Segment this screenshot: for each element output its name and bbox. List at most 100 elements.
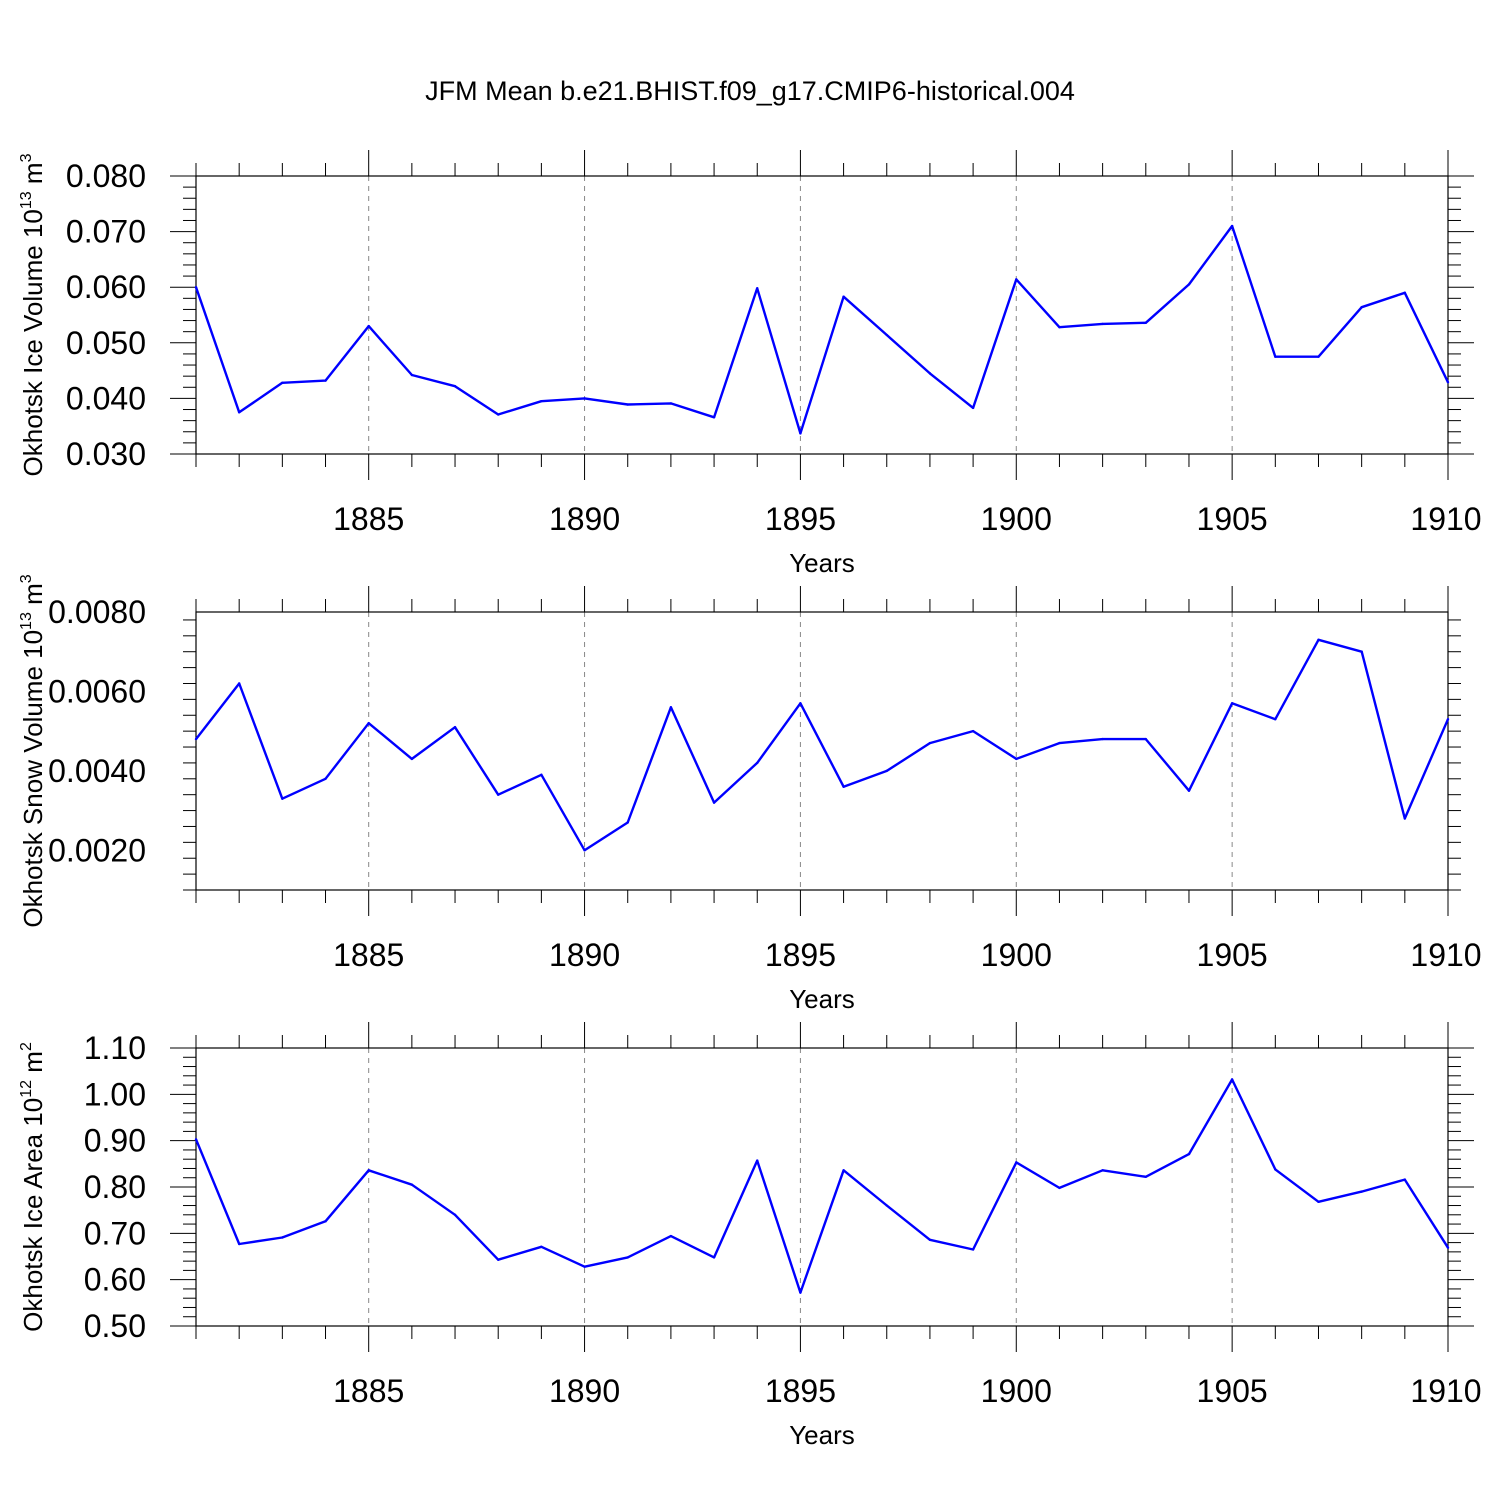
data-point [885, 333, 888, 337]
data-point [324, 1220, 327, 1223]
data-point [669, 1234, 673, 1238]
x-tick-label: 1885 [333, 501, 404, 537]
x-axis-label: Years [789, 1420, 855, 1450]
x-tick-label: 1895 [765, 937, 836, 973]
data-point [1187, 1152, 1191, 1156]
data-point [237, 411, 241, 414]
data-point [799, 1291, 802, 1294]
data-point [971, 406, 975, 410]
data-point [1187, 283, 1191, 286]
data-point [1144, 1175, 1147, 1179]
data-point [497, 413, 500, 416]
data-point [885, 1204, 888, 1207]
data-point [1274, 718, 1277, 721]
y-tick-label: 0.060 [66, 269, 146, 305]
x-tick-label: 1905 [1197, 937, 1268, 973]
data-point [1403, 1178, 1407, 1181]
x-tick-label: 1885 [333, 1373, 404, 1409]
x-tick-label: 1890 [549, 937, 620, 973]
y-axis-label: Okhotsk Snow Volume 1013 m3 [18, 574, 48, 927]
y-tick-label: 0.040 [66, 380, 146, 416]
x-tick-label: 1910 [1410, 501, 1481, 537]
y-tick-label: 0.80 [84, 1169, 146, 1205]
data-point [367, 324, 370, 328]
x-tick-label: 1890 [549, 1373, 620, 1409]
data-point [669, 402, 673, 405]
y-tick-label: 0.0060 [48, 673, 146, 709]
data-point [799, 432, 802, 435]
data-point [497, 793, 500, 796]
x-axis-label: Years [789, 548, 855, 578]
y-axis-label: Okhotsk Ice Volume 1013 m3 [18, 153, 48, 476]
data-point [928, 741, 932, 745]
data-point [1015, 278, 1018, 281]
data-point [626, 1256, 629, 1259]
data-point [194, 737, 198, 741]
data-point [583, 397, 586, 400]
data-point [453, 725, 457, 729]
data-point [1015, 1161, 1018, 1164]
data-point [799, 702, 802, 705]
data-point [410, 757, 414, 761]
y-axis-label: Okhotsk Ice Area 1012 m2 [18, 1042, 48, 1332]
data-point [410, 373, 414, 377]
x-tick-label: 1910 [1410, 1373, 1481, 1409]
plot-frame [195, 175, 1449, 455]
plot-frame [195, 1047, 1449, 1327]
data-point [1058, 1186, 1061, 1190]
data-point [1101, 322, 1104, 326]
data-point [1403, 291, 1407, 294]
x-tick-label: 1905 [1197, 501, 1268, 537]
data-point [324, 777, 327, 780]
data-point [540, 399, 543, 403]
x-tick-label: 1910 [1410, 937, 1481, 973]
x-axis-label: Years [789, 984, 855, 1014]
chart-panel-1: 0.030 0.040 0.050 0.060 0.070 0.080 1885 1890 18… [18, 150, 1482, 578]
data-point [410, 1183, 414, 1186]
chart-panel-2: 0.0020 0.0040 0.0060 0.0080 1885 1890 1895 1900… [18, 574, 1482, 1014]
data-point [1230, 224, 1234, 228]
y-tick-label: 0.050 [66, 325, 146, 361]
panels: 0.030 0.040 0.050 0.060 0.070 0.080 1885 1890 18… [18, 150, 1482, 1450]
data-point [971, 1248, 975, 1251]
x-tick-label: 1905 [1197, 1373, 1268, 1409]
data-point [1274, 1168, 1277, 1171]
x-tick-label: 1900 [981, 501, 1052, 537]
y-tick-label: 0.080 [66, 158, 146, 194]
data-point [1230, 1078, 1234, 1081]
y-tick-label: 0.50 [84, 1308, 146, 1344]
x-tick-label: 1900 [981, 937, 1052, 973]
series-line [195, 638, 1450, 852]
data-point [1317, 1200, 1320, 1204]
data-point [281, 1236, 284, 1239]
data-point [1144, 737, 1147, 741]
data-point [1317, 638, 1320, 641]
data-point [367, 722, 370, 725]
data-point [756, 1159, 759, 1162]
data-point [626, 403, 629, 406]
data-point [928, 372, 932, 375]
data-point [842, 295, 845, 298]
data-point [583, 1265, 586, 1268]
data-point [756, 761, 759, 765]
y-tick-label: 0.0080 [48, 594, 146, 630]
data-point [324, 379, 327, 382]
data-point [1101, 737, 1104, 741]
data-point [1101, 1169, 1104, 1172]
y-tick-label: 1.10 [84, 1030, 146, 1066]
data-point [540, 773, 543, 777]
data-point [1058, 741, 1061, 745]
data-point [1446, 381, 1450, 384]
data-point [237, 682, 241, 685]
data-point [1230, 702, 1234, 705]
data-point [1058, 326, 1061, 329]
data-point [367, 1169, 370, 1172]
data-point [1144, 321, 1147, 324]
series-line [194, 224, 1450, 435]
y-tick-label: 0.0040 [48, 753, 146, 789]
data-point [1446, 1246, 1450, 1249]
data-point [1403, 817, 1407, 820]
plot-frame [195, 611, 1449, 891]
data-point [194, 1138, 198, 1141]
data-point [756, 287, 759, 290]
